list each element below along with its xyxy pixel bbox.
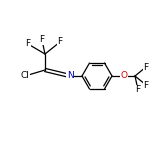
Text: F: F bbox=[135, 85, 141, 95]
Text: F: F bbox=[57, 38, 63, 47]
Text: Cl: Cl bbox=[21, 71, 29, 81]
Text: N: N bbox=[67, 71, 73, 81]
Text: F: F bbox=[39, 36, 45, 45]
Text: O: O bbox=[121, 71, 128, 81]
Text: F: F bbox=[25, 40, 31, 48]
Text: F: F bbox=[143, 62, 149, 71]
Text: F: F bbox=[143, 81, 149, 90]
